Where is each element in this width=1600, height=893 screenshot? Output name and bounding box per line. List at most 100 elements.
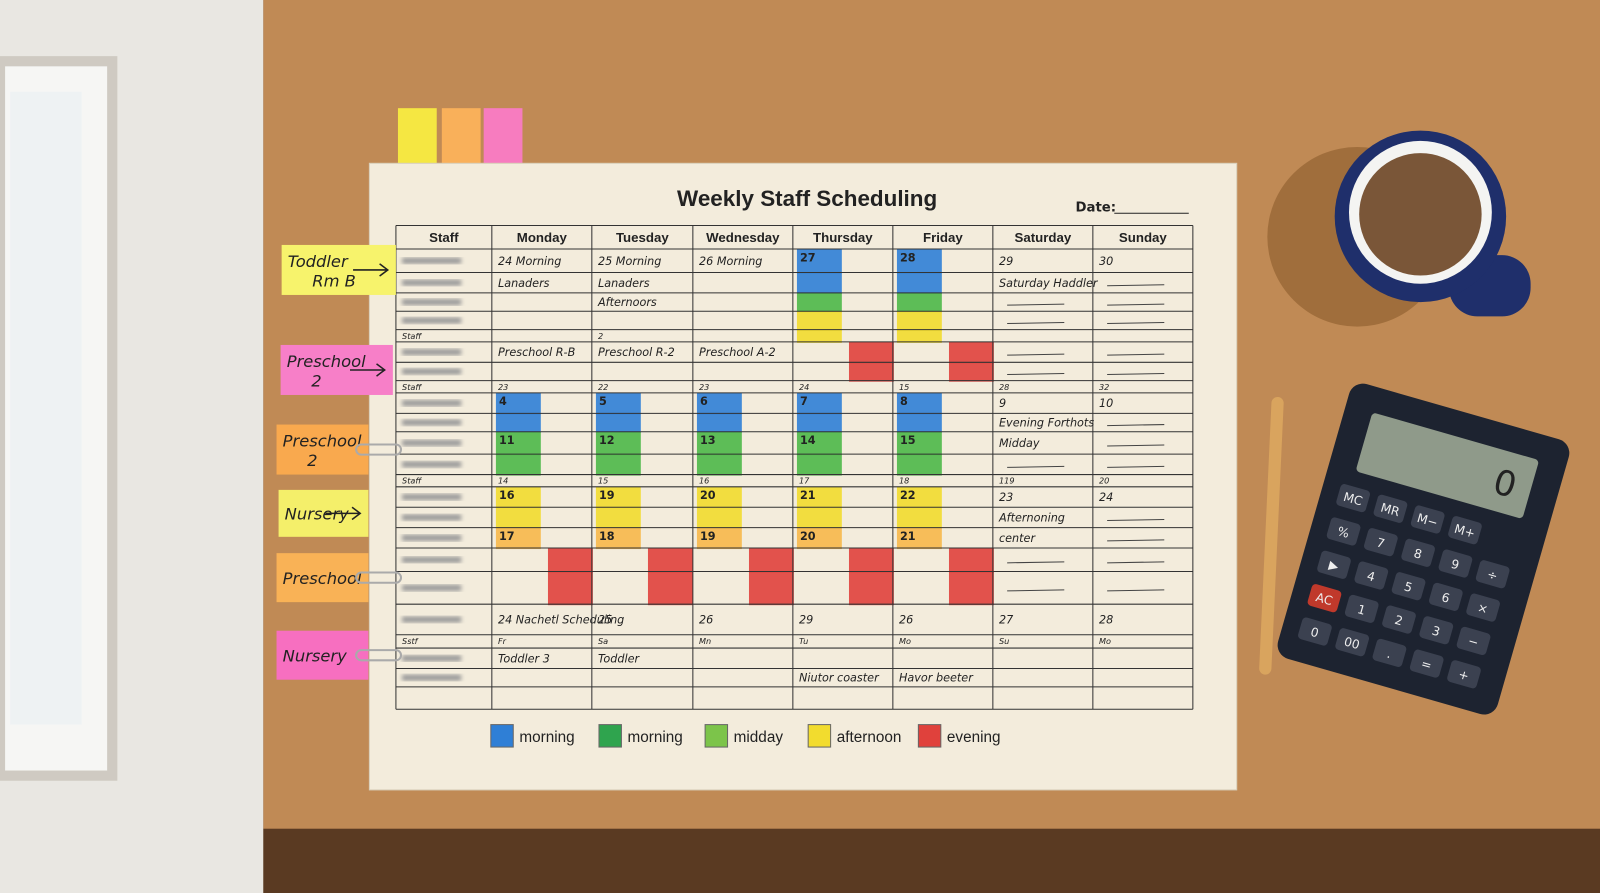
calc-key-label: . xyxy=(1385,647,1393,662)
note-text: Nursery xyxy=(283,646,347,665)
row-label: 23 xyxy=(699,382,709,392)
blurred-name xyxy=(402,368,462,375)
row-label: 22 xyxy=(598,382,608,392)
pen-stroke xyxy=(1007,353,1065,356)
cell-text: 26 xyxy=(699,614,713,627)
calc-key-label: M− xyxy=(1415,511,1439,530)
pen-stroke xyxy=(1007,561,1065,564)
row-label: 32 xyxy=(1099,382,1109,392)
calc-key-label: 1 xyxy=(1356,602,1367,618)
blurred-name xyxy=(402,514,462,521)
blurred-name xyxy=(402,616,462,623)
row-label: Sa xyxy=(598,636,608,646)
legend-label: afternoon xyxy=(837,729,902,746)
color-block xyxy=(547,548,593,573)
color-block xyxy=(848,362,894,382)
calc-key xyxy=(1447,660,1481,689)
row-label: 14 xyxy=(498,476,508,486)
calc-key-label: AC xyxy=(1314,590,1334,608)
color-block xyxy=(948,362,994,382)
color-block xyxy=(796,486,842,509)
row-label: Su xyxy=(999,636,1009,646)
calc-key-label: MR xyxy=(1379,501,1402,520)
row-label: Sstf xyxy=(402,636,419,646)
color-block xyxy=(796,413,842,433)
paperclip xyxy=(355,649,403,662)
block-number: 15 xyxy=(900,434,916,447)
blurred-name xyxy=(402,279,462,286)
coffee xyxy=(1359,153,1482,276)
color-block xyxy=(748,548,794,573)
calc-key-label: 9 xyxy=(1449,557,1460,573)
pen-stroke xyxy=(1107,353,1165,356)
color-block xyxy=(896,392,942,415)
calc-key-label: % xyxy=(1336,524,1351,541)
color-block xyxy=(647,571,693,606)
legend-label: morning xyxy=(519,729,574,746)
block-number: 7 xyxy=(800,395,808,408)
legend-swatch xyxy=(704,724,729,748)
block-number: 17 xyxy=(499,530,515,543)
calc-key xyxy=(1372,638,1407,667)
color-block xyxy=(896,249,942,274)
calc-key-label: = xyxy=(1420,657,1434,673)
cell-text: Evening Forthots xyxy=(999,417,1094,430)
calc-key-label: 00 xyxy=(1342,634,1361,652)
arrow xyxy=(325,506,362,521)
color-block xyxy=(948,341,994,364)
color-block xyxy=(696,486,742,509)
sticky-note xyxy=(276,630,369,680)
color-block xyxy=(796,272,842,294)
block-number: 14 xyxy=(800,434,816,447)
paperclip xyxy=(355,443,403,456)
row-label: 18 xyxy=(899,476,909,486)
blurred-name xyxy=(402,317,462,324)
calc-key-label: 7 xyxy=(1375,535,1386,551)
calc-key-label: 2 xyxy=(1393,613,1404,629)
calc-key xyxy=(1335,628,1370,657)
cell-text: Afternoors xyxy=(597,296,657,309)
calc-key xyxy=(1409,649,1444,678)
column-header: Thursday xyxy=(813,230,873,245)
color-block xyxy=(696,527,742,550)
calc-key xyxy=(1475,560,1510,589)
cell-text: 25 Morning xyxy=(598,255,661,268)
row-label: Staff xyxy=(402,476,422,486)
block-number: 8 xyxy=(900,395,908,408)
cell-text: Havor beeter xyxy=(899,672,974,685)
note-text: 2 xyxy=(311,371,321,390)
cell-text: Saturday Haddler xyxy=(999,277,1099,290)
row-label: Mn xyxy=(699,636,711,646)
row-label: 17 xyxy=(799,476,810,486)
cell-text: Niutor coaster xyxy=(799,672,880,685)
date-label: Date: xyxy=(1076,200,1117,215)
pen-stroke xyxy=(1107,284,1165,287)
color-block xyxy=(547,571,593,606)
color-block xyxy=(896,431,942,456)
block-number: 5 xyxy=(599,395,607,408)
block-number: 6 xyxy=(700,395,708,408)
pencil xyxy=(1259,397,1284,675)
calc-key xyxy=(1344,594,1379,623)
color-block xyxy=(595,527,641,550)
calc-key xyxy=(1326,517,1361,546)
tab xyxy=(441,108,481,166)
column-header: Sunday xyxy=(1119,230,1167,245)
calc-key-label: MC xyxy=(1342,490,1364,509)
block-number: 4 xyxy=(499,395,507,408)
cell-text: Toddler 3 xyxy=(498,652,550,665)
block-number: 19 xyxy=(700,530,716,543)
calc-key xyxy=(1373,494,1408,523)
cell-text: 24 Nachetl Scheduling xyxy=(498,614,624,627)
calc-key xyxy=(1419,616,1454,645)
pen-stroke xyxy=(1107,303,1165,306)
calc-key-label: + xyxy=(1457,667,1471,683)
color-block xyxy=(896,272,942,294)
color-block xyxy=(796,527,842,550)
calc-key xyxy=(1466,593,1500,622)
block-number: 19 xyxy=(599,489,615,502)
color-block xyxy=(896,507,942,529)
pen-stroke xyxy=(1007,373,1065,376)
blurred-name xyxy=(402,349,462,356)
calculator-display xyxy=(1356,413,1539,519)
